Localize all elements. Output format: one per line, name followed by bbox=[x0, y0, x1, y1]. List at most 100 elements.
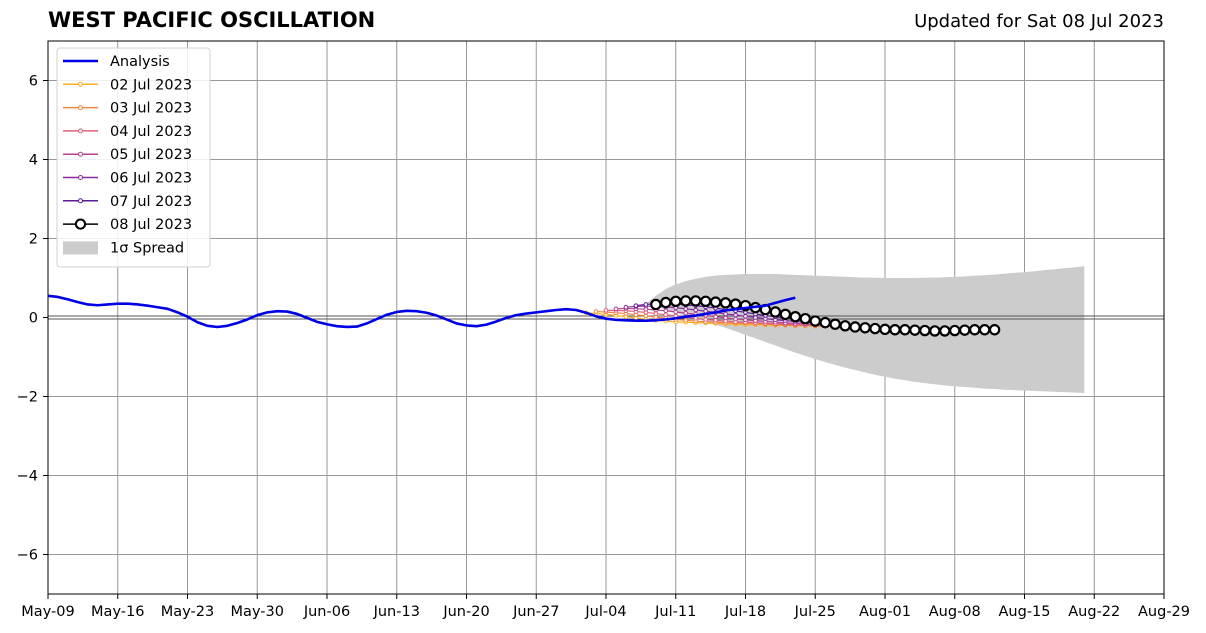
y-tick-label: −4 bbox=[17, 469, 38, 485]
forecast-point bbox=[869, 322, 881, 335]
y-tick-label: 4 bbox=[29, 153, 38, 169]
legend-label: 04 Jul 2023 bbox=[110, 124, 192, 140]
x-tick-label: Aug-22 bbox=[1068, 604, 1120, 620]
forecast-point bbox=[909, 324, 921, 336]
plot-frame bbox=[47, 40, 1165, 595]
forecast-point bbox=[693, 315, 698, 321]
forecast-point bbox=[789, 311, 802, 323]
legend-swatch-marker bbox=[78, 128, 83, 134]
forecast-point bbox=[799, 312, 811, 325]
forecast-point bbox=[859, 322, 871, 334]
chart-title: WEST PACIFIC OSCILLATION bbox=[48, 8, 376, 32]
analysis-series bbox=[47, 294, 796, 329]
chart-subtitle: Updated for Sat 08 Jul 2023 bbox=[914, 11, 1164, 32]
y-tick-label: −6 bbox=[17, 548, 38, 564]
x-tick-label: Jun-27 bbox=[512, 604, 559, 620]
forecast-point bbox=[650, 298, 662, 311]
axes: May-09 May-16 May-23 May-30 Jun-06 Jun-13 Jun-… bbox=[17, 40, 1190, 620]
forecast-point bbox=[699, 295, 712, 308]
x-tick-label: Jun-20 bbox=[442, 604, 489, 620]
legend-label: 08 Jul 2023 bbox=[110, 217, 192, 233]
legend-swatch-marker bbox=[74, 218, 87, 230]
legend-swatch-marker bbox=[78, 175, 83, 180]
forecast-point bbox=[693, 307, 698, 313]
forecast-point bbox=[779, 308, 792, 321]
forecast-point bbox=[663, 312, 669, 318]
legend-swatch-marker bbox=[78, 198, 83, 204]
legend-swatch-marker bbox=[78, 81, 83, 87]
forecast-point bbox=[919, 324, 931, 337]
forecast-point bbox=[939, 325, 951, 337]
forecast-point bbox=[603, 308, 609, 313]
x-tick-label: Aug-15 bbox=[999, 604, 1051, 620]
forecast-point bbox=[593, 309, 599, 314]
forecast-point bbox=[643, 302, 649, 307]
forecast-point bbox=[673, 309, 679, 315]
forecast-point bbox=[670, 295, 682, 308]
forecast-point bbox=[683, 306, 689, 312]
forecast-point bbox=[680, 295, 692, 307]
forecast-point bbox=[769, 306, 782, 318]
x-tick-label: May-23 bbox=[161, 604, 214, 620]
x-tick-label: Jun-06 bbox=[303, 604, 350, 620]
forecast-point bbox=[809, 315, 821, 327]
forecast-point bbox=[723, 315, 728, 321]
legend-box bbox=[56, 47, 211, 268]
legend: Analysis 02 Jul 2023 03 Jul 2023 04 Jul 202… bbox=[56, 47, 211, 268]
legend-label: 03 Jul 2023 bbox=[110, 101, 192, 117]
forecast-point bbox=[633, 303, 639, 308]
forecast-point bbox=[968, 324, 981, 336]
forecast-point bbox=[899, 324, 911, 336]
legend-label: 06 Jul 2023 bbox=[110, 171, 192, 187]
forecast-point bbox=[929, 325, 941, 337]
x-tick-label: Jun-13 bbox=[373, 604, 420, 620]
legend-swatch-marker bbox=[78, 105, 83, 111]
forecast-point bbox=[660, 296, 672, 309]
forecast-point bbox=[949, 324, 961, 337]
forecast-point bbox=[689, 295, 702, 307]
analysis-line bbox=[47, 294, 796, 329]
x-tick-label: Aug-01 bbox=[859, 604, 911, 620]
forecast-point bbox=[889, 324, 901, 336]
forecast-point bbox=[723, 311, 728, 317]
forecast-point bbox=[623, 304, 629, 310]
forecast-point bbox=[729, 298, 742, 310]
legend-label: 05 Jul 2023 bbox=[110, 147, 192, 163]
legend-label: 07 Jul 2023 bbox=[110, 194, 192, 210]
legend-label: 1σ Spread bbox=[110, 240, 184, 256]
legend-swatch-spread bbox=[63, 241, 98, 255]
legend-label: 02 Jul 2023 bbox=[110, 77, 192, 93]
x-tick-label: Jul-18 bbox=[724, 604, 766, 620]
forecast-point bbox=[613, 306, 619, 312]
x-tick-label: Aug-08 bbox=[929, 604, 981, 620]
forecast-point bbox=[839, 320, 851, 332]
forecast-point bbox=[719, 297, 732, 309]
forecast-point bbox=[819, 316, 831, 329]
forecast-point bbox=[709, 296, 722, 308]
forecast-point bbox=[683, 310, 689, 316]
forecast-point bbox=[849, 321, 861, 333]
x-tick-label: Jul-11 bbox=[654, 604, 696, 620]
x-tick-label: Jul-25 bbox=[794, 604, 836, 620]
forecast-point bbox=[829, 318, 841, 330]
forecast-point bbox=[663, 308, 669, 314]
forecast-point bbox=[879, 323, 891, 336]
legend-label: Analysis bbox=[110, 54, 170, 70]
legend-swatch-marker bbox=[78, 151, 83, 157]
forecast-point bbox=[733, 312, 738, 318]
forecast-point bbox=[703, 317, 708, 322]
y-tick-label: 6 bbox=[29, 74, 38, 90]
y-tick-label: 2 bbox=[29, 232, 38, 248]
x-tick-label: May-30 bbox=[231, 604, 284, 620]
x-tick-label: May-16 bbox=[91, 604, 144, 620]
x-tick-label: May-09 bbox=[21, 604, 74, 620]
y-tick-label: −2 bbox=[17, 390, 38, 406]
forecast-point bbox=[743, 314, 748, 319]
forecast-point bbox=[978, 324, 991, 336]
forecast-point bbox=[959, 324, 971, 336]
forecast-series bbox=[583, 295, 1001, 337]
x-tick-label: Aug-29 bbox=[1138, 604, 1190, 620]
x-tick-label: Jul-04 bbox=[584, 604, 626, 620]
forecast-point bbox=[988, 324, 1001, 336]
forecast-point bbox=[713, 314, 718, 320]
